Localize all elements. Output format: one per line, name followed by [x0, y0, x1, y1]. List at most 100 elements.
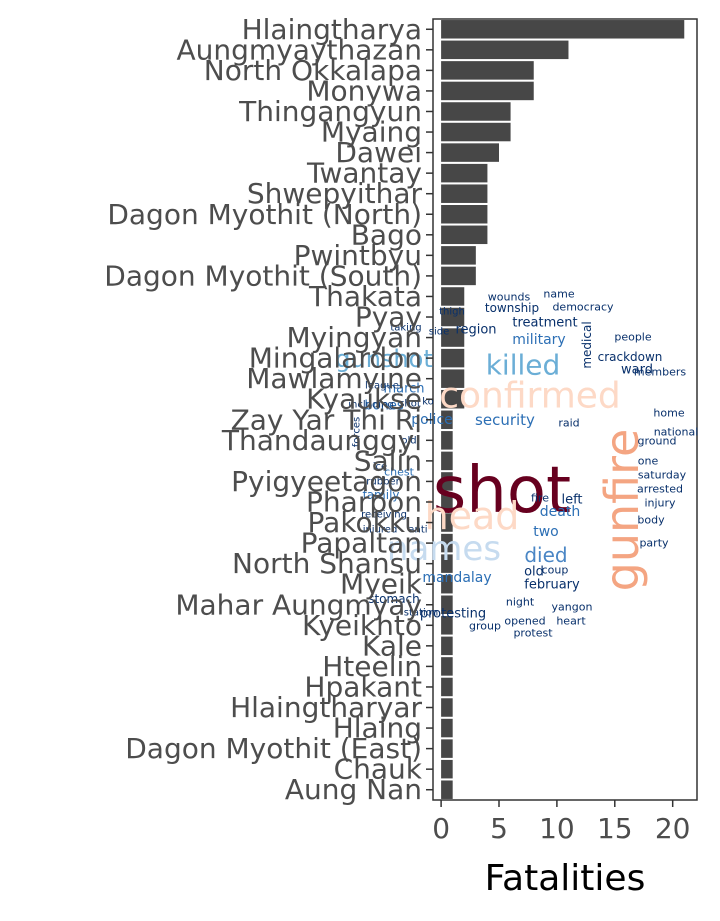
bar	[441, 163, 488, 183]
y-tick-label: Mawlamyine	[246, 362, 422, 395]
bar	[441, 554, 453, 573]
bar	[441, 657, 453, 676]
x-tick-label: 15	[597, 812, 633, 845]
bar	[441, 225, 488, 245]
word-cloud-word: wounds	[488, 291, 531, 304]
y-tick-label: Hteelin	[322, 650, 422, 683]
word-cloud-word: chest	[384, 466, 415, 479]
word-cloud-word: group	[469, 620, 501, 633]
y-tick-label: Shwepyithar	[247, 177, 423, 210]
bar	[441, 266, 476, 286]
y-tick-label: Myaing	[321, 116, 422, 149]
y-tick-label: Hlaing	[333, 712, 422, 745]
word-cloud-word: security	[475, 411, 535, 429]
word-cloud-word: rubber	[366, 477, 400, 488]
bar	[441, 533, 453, 553]
y-tick-label: Bago	[351, 218, 422, 251]
x-axis: 0 5 10 15 20	[432, 800, 691, 845]
word-cloud-word: old	[524, 565, 544, 580]
bar	[441, 677, 453, 697]
y-tick-label: Monywa	[306, 74, 422, 107]
bar	[441, 513, 453, 532]
y-tick-label: Hpakant	[304, 670, 422, 703]
word-cloud-word: raid	[558, 417, 579, 430]
bar	[441, 205, 488, 224]
word-cloud-word: heart	[556, 615, 586, 628]
word-cloud-word: party	[639, 537, 669, 550]
word-cloud-word: mandalay	[422, 570, 491, 586]
y-tick-label: Pharpon	[306, 485, 422, 518]
word-cloud-word: protesting	[420, 607, 486, 622]
y-tick-label: Dagon Myothit (North)	[107, 198, 422, 231]
word-cloud-word: old	[401, 436, 416, 447]
word-cloud-word: two	[533, 524, 559, 540]
word-cloud-word: body	[637, 514, 665, 527]
word-cloud-word: protest	[513, 627, 553, 640]
word-cloud-word: gunshot	[335, 345, 432, 373]
word-cloud-word: side	[429, 327, 450, 338]
word-cloud-word: name	[543, 288, 574, 301]
word-cloud-word: station	[404, 608, 438, 619]
bar	[441, 20, 685, 39]
y-tick-label: Zay Yar Thi Ri	[231, 403, 422, 436]
y-tick-label: Pakokku	[308, 506, 422, 539]
word-cloud-word: ground	[638, 435, 677, 448]
y-tick-label: Thingangyun	[238, 95, 422, 128]
word-cloud-word: ice	[373, 462, 387, 473]
word-cloud-word: killed	[486, 349, 561, 382]
word-cloud-word: fire	[531, 492, 549, 505]
y-tick-label: North Shansu	[232, 547, 422, 580]
y-tick-label: Mahar Aungmyay	[175, 588, 422, 621]
y-tick-label: Dagon Myothit (South)	[104, 259, 422, 292]
word-cloud-word: confirmed	[439, 376, 621, 417]
x-tick-label: 5	[490, 812, 508, 845]
word-cloud-word: including	[348, 400, 394, 411]
word-cloud-word: march	[383, 382, 424, 397]
bar	[441, 328, 465, 347]
y-tick-label: Aungmyaythazan	[177, 33, 422, 66]
word-cloud-word: thigh	[439, 307, 465, 318]
word-cloud-word: stomach	[368, 592, 420, 606]
bar	[441, 143, 499, 162]
word-cloud-word: township	[485, 301, 539, 315]
bar	[441, 246, 476, 265]
bar	[441, 61, 534, 80]
word-cloud-word: taking	[390, 323, 421, 334]
bar	[441, 81, 534, 101]
y-tick-label: Pyigyeetagon	[231, 465, 422, 498]
bar	[441, 122, 511, 142]
y-tick-label: Kale	[362, 629, 422, 662]
bar	[441, 410, 453, 430]
y-tick-label: Dagon Myothit (East)	[125, 732, 422, 765]
y-tick-label: North Okkalapa	[204, 54, 422, 87]
bar	[441, 698, 453, 717]
y-tick-label: Mingalardon	[249, 342, 422, 375]
word-cloud-word: died	[524, 543, 567, 567]
bar	[441, 184, 488, 203]
y-tick-label: Pyay	[355, 301, 422, 334]
x-axis-title: Fatalities	[485, 858, 646, 899]
word-cloud-word: home	[653, 407, 684, 420]
word-cloud-word: treatment	[512, 316, 577, 331]
bar	[441, 369, 465, 388]
bars-group	[441, 20, 685, 799]
word-cloud-word: injured	[363, 525, 398, 536]
word-cloud-word: people	[614, 331, 652, 344]
y-tick-label: Kyeikhto	[302, 609, 422, 642]
word-cloud-word: one	[638, 455, 659, 468]
word-cloud-word: anti	[408, 525, 427, 536]
word-cloud-word: league	[365, 381, 399, 392]
bar	[441, 574, 453, 594]
bar	[441, 595, 453, 614]
word-cloud-word: ko	[422, 397, 434, 408]
word-cloud-word: shot	[399, 399, 421, 410]
word-cloud-word: crackdown	[598, 350, 663, 364]
word-cloud-word: bones	[364, 399, 403, 414]
word-cloud-word: left	[561, 493, 582, 508]
bar	[441, 472, 453, 491]
word-cloud-word: february	[524, 578, 580, 593]
x-tick-label: 10	[539, 812, 575, 845]
